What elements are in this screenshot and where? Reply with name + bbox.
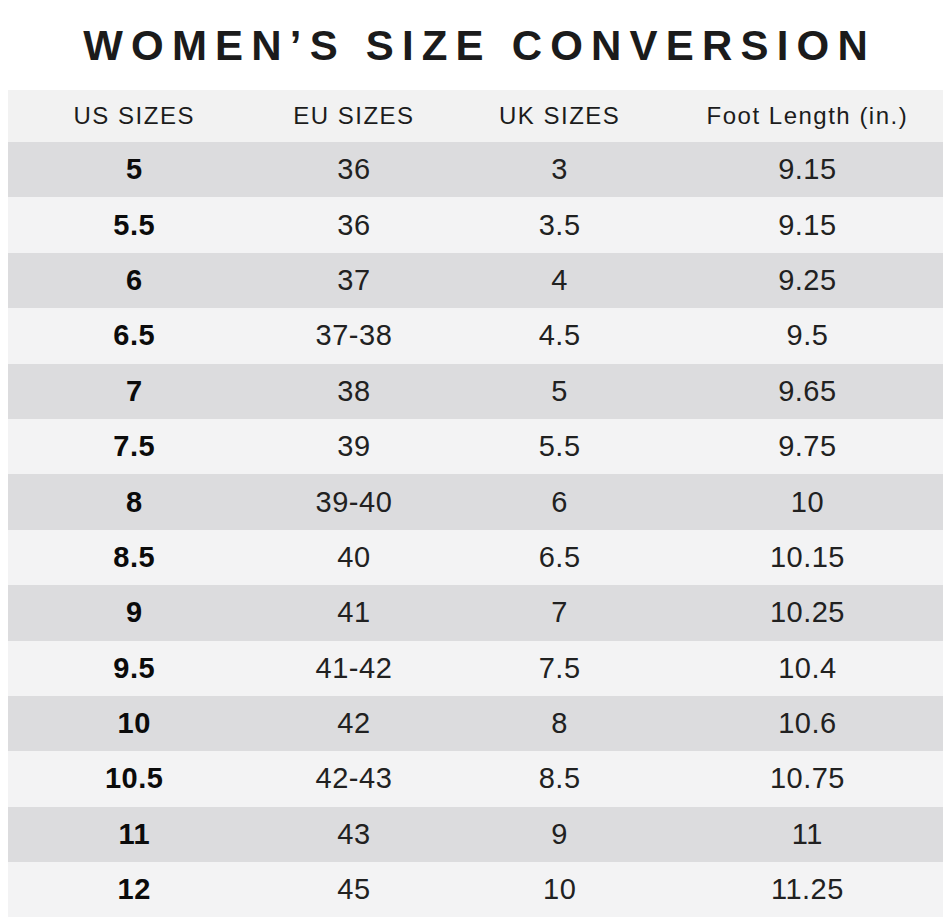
- table-row: 9 41 7 10.25: [8, 585, 943, 640]
- table-row: 8 39-40 6 10: [8, 474, 943, 529]
- column-header-eu-sizes: EU SIZES: [260, 90, 447, 142]
- cell-foot-length: 9.15: [672, 142, 943, 197]
- cell-uk-size: 5.5: [447, 419, 671, 474]
- cell-foot-length: 9.25: [672, 253, 943, 308]
- cell-eu-size: 36: [260, 197, 447, 252]
- table-row: 7 38 5 9.65: [8, 364, 943, 419]
- column-header-us-sizes: US SIZES: [8, 90, 260, 142]
- table-body: 5 36 3 9.15 5.5 36 3.5 9.15 6 37 4 9.25 …: [8, 142, 943, 917]
- table-row: 8.5 40 6.5 10.15: [8, 530, 943, 585]
- cell-eu-size: 41-42: [260, 641, 447, 696]
- cell-uk-size: 3.5: [447, 197, 671, 252]
- table-row: 5 36 3 9.15: [8, 142, 943, 197]
- column-header-uk-sizes: UK SIZES: [447, 90, 671, 142]
- table-row: 12 45 10 11.25: [8, 862, 943, 917]
- cell-foot-length: 9.65: [672, 364, 943, 419]
- table-row: 6.5 37-38 4.5 9.5: [8, 308, 943, 363]
- cell-eu-size: 36: [260, 142, 447, 197]
- title-bar: WOMEN’S SIZE CONVERSION: [0, 0, 951, 90]
- cell-us-size: 6: [8, 253, 260, 308]
- column-header-foot-length: Foot Length (in.): [672, 90, 943, 142]
- cell-eu-size: 39: [260, 419, 447, 474]
- cell-us-size: 7.5: [8, 419, 260, 474]
- cell-uk-size: 8: [447, 696, 671, 751]
- cell-foot-length: 11.25: [672, 862, 943, 917]
- cell-eu-size: 42-43: [260, 751, 447, 806]
- cell-foot-length: 10.6: [672, 696, 943, 751]
- table-row: 11 43 9 11: [8, 807, 943, 862]
- cell-uk-size: 7.5: [447, 641, 671, 696]
- cell-eu-size: 43: [260, 807, 447, 862]
- cell-foot-length: 10.4: [672, 641, 943, 696]
- cell-us-size: 11: [8, 807, 260, 862]
- cell-foot-length: 9.15: [672, 197, 943, 252]
- cell-uk-size: 7: [447, 585, 671, 640]
- cell-us-size: 12: [8, 862, 260, 917]
- cell-foot-length: 9.5: [672, 308, 943, 363]
- table-row: 9.5 41-42 7.5 10.4: [8, 641, 943, 696]
- size-conversion-table: US SIZES EU SIZES UK SIZES Foot Length (…: [8, 90, 943, 917]
- cell-uk-size: 5: [447, 364, 671, 419]
- cell-uk-size: 4: [447, 253, 671, 308]
- cell-eu-size: 40: [260, 530, 447, 585]
- cell-foot-length: 10.15: [672, 530, 943, 585]
- cell-eu-size: 42: [260, 696, 447, 751]
- table-row: 5.5 36 3.5 9.15: [8, 197, 943, 252]
- cell-us-size: 5.5: [8, 197, 260, 252]
- table-row: 10 42 8 10.6: [8, 696, 943, 751]
- cell-uk-size: 6.5: [447, 530, 671, 585]
- cell-uk-size: 10: [447, 862, 671, 917]
- cell-uk-size: 6: [447, 474, 671, 529]
- cell-us-size: 10.5: [8, 751, 260, 806]
- cell-eu-size: 37: [260, 253, 447, 308]
- cell-foot-length: 9.75: [672, 419, 943, 474]
- cell-eu-size: 45: [260, 862, 447, 917]
- cell-uk-size: 9: [447, 807, 671, 862]
- table-header: US SIZES EU SIZES UK SIZES Foot Length (…: [8, 90, 943, 142]
- table-row: 6 37 4 9.25: [8, 253, 943, 308]
- cell-us-size: 6.5: [8, 308, 260, 363]
- cell-uk-size: 3: [447, 142, 671, 197]
- cell-us-size: 8: [8, 474, 260, 529]
- cell-uk-size: 8.5: [447, 751, 671, 806]
- cell-us-size: 9: [8, 585, 260, 640]
- cell-uk-size: 4.5: [447, 308, 671, 363]
- table-row: 10.5 42-43 8.5 10.75: [8, 751, 943, 806]
- cell-foot-length: 10.75: [672, 751, 943, 806]
- cell-us-size: 7: [8, 364, 260, 419]
- size-conversion-page: WOMEN’S SIZE CONVERSION US SIZES EU SIZE…: [0, 0, 951, 917]
- cell-us-size: 9.5: [8, 641, 260, 696]
- cell-foot-length: 10.25: [672, 585, 943, 640]
- cell-us-size: 10: [8, 696, 260, 751]
- header-row: US SIZES EU SIZES UK SIZES Foot Length (…: [8, 90, 943, 142]
- page-title: WOMEN’S SIZE CONVERSION: [75, 22, 876, 70]
- cell-eu-size: 39-40: [260, 474, 447, 529]
- cell-eu-size: 38: [260, 364, 447, 419]
- cell-us-size: 5: [8, 142, 260, 197]
- cell-us-size: 8.5: [8, 530, 260, 585]
- cell-eu-size: 37-38: [260, 308, 447, 363]
- cell-eu-size: 41: [260, 585, 447, 640]
- table-row: 7.5 39 5.5 9.75: [8, 419, 943, 474]
- cell-foot-length: 10: [672, 474, 943, 529]
- cell-foot-length: 11: [672, 807, 943, 862]
